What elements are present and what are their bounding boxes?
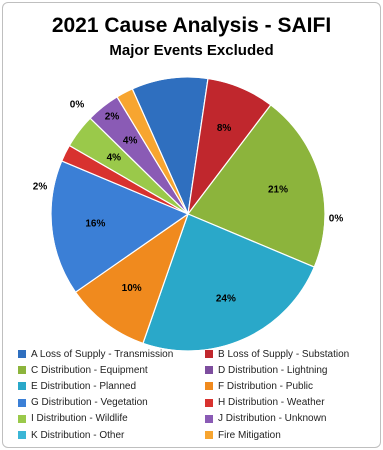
legend-label: G Distribution - Vegetation	[31, 397, 148, 409]
legend-swatch	[205, 350, 213, 358]
legend-label: E Distribution - Planned	[31, 380, 137, 392]
legend-item: Fire Mitigation	[205, 428, 281, 442]
legend-swatch	[18, 431, 26, 439]
data-label: 24%	[216, 294, 236, 305]
legend-item: H Distribution - Weather	[205, 396, 325, 410]
legend-label: K Distribution - Other	[31, 429, 125, 441]
data-label: 8%	[217, 123, 232, 134]
legend-item: C Distribution - Equipment	[18, 363, 148, 377]
legend-item: F Distribution - Public	[205, 379, 313, 393]
legend-item: I Distribution - Wildlife	[18, 412, 128, 426]
data-label: 4%	[123, 136, 138, 147]
legend-swatch	[205, 414, 213, 423]
legend-item: D Distribution - Lightning	[205, 363, 328, 377]
legend-label: J Distribution - Unknown	[218, 413, 327, 425]
data-label: 0%	[329, 214, 344, 225]
legend-item: E Distribution - Planned	[18, 379, 136, 393]
data-label: 10%	[122, 283, 142, 294]
legend-label: D Distribution - Lightning	[218, 364, 328, 376]
data-label: 2%	[33, 182, 48, 193]
legend-label: Fire Mitigation	[218, 429, 281, 441]
legend-item: J Distribution - Unknown	[205, 412, 326, 426]
legend-swatch	[18, 414, 26, 423]
legend-label: B Loss of Supply - Substation	[218, 348, 350, 360]
legend-swatch	[205, 431, 213, 439]
legend-item: G Distribution - Vegetation	[18, 396, 148, 410]
legend-swatch	[205, 398, 213, 407]
legend-swatch	[205, 366, 213, 375]
legend-swatch	[18, 366, 26, 375]
legend-item: K Distribution - Other	[18, 428, 124, 442]
data-label: 4%	[107, 152, 122, 163]
chart-subtitle: Major Events Excluded	[109, 42, 274, 59]
legend-item: B Loss of Supply - Substation	[205, 347, 349, 361]
legend-label: A Loss of Supply - Transmission	[31, 348, 174, 360]
data-label: 0%	[70, 100, 85, 111]
data-label: 2%	[105, 112, 120, 123]
legend-item: A Loss of Supply - Transmission	[18, 347, 173, 361]
pie-outline	[50, 76, 326, 352]
legend-label: F Distribution - Public	[218, 380, 314, 392]
legend-swatch	[18, 350, 26, 358]
legend-swatch	[205, 382, 213, 391]
legend-label: I Distribution - Wildlife	[31, 413, 128, 425]
legend-label: H Distribution - Weather	[218, 397, 325, 409]
legend-swatch	[18, 398, 26, 407]
legend-swatch	[18, 382, 26, 391]
data-label: 16%	[85, 218, 105, 229]
data-label: 21%	[268, 185, 288, 196]
legend-label: C Distribution - Equipment	[31, 364, 148, 376]
chart-title: 2021 Cause Analysis - SAIFI	[51, 14, 332, 37]
